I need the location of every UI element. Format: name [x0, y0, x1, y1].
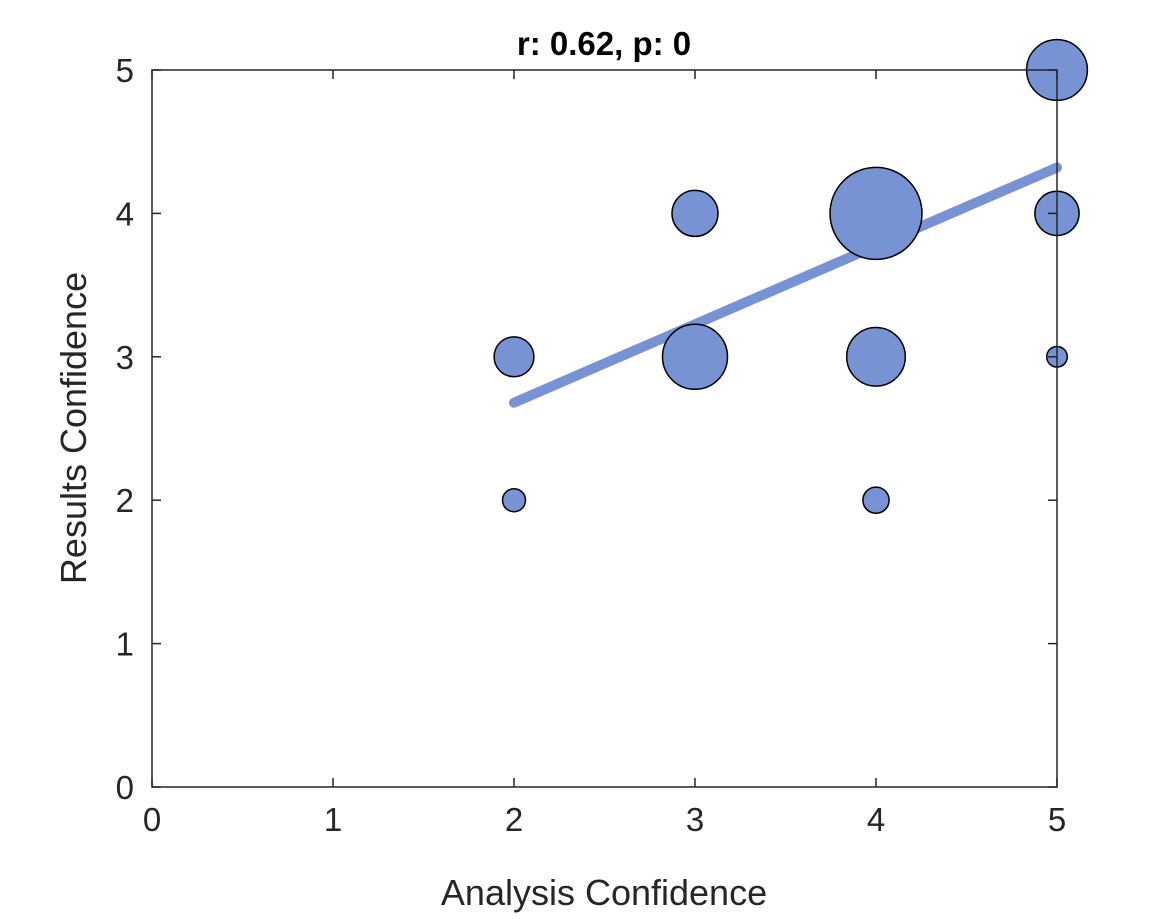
x-tick-label: 2: [505, 801, 523, 838]
y-tick-label: 0: [116, 769, 134, 806]
data-point: [501, 487, 527, 513]
fit-line: [509, 162, 1062, 408]
chart-title: r: 0.62, p: 0: [517, 25, 691, 62]
data-point: [671, 189, 719, 238]
y-tick-label: 4: [116, 195, 134, 232]
data-point: [829, 166, 923, 261]
data-point: [661, 323, 729, 391]
y-tick-label: 2: [116, 482, 134, 519]
y-tick-label: 3: [116, 339, 134, 376]
x-tick-label: 1: [324, 801, 342, 838]
plot-area: [152, 70, 1057, 787]
y-axis-label: Results Confidence: [53, 272, 94, 584]
x-tick-label: 4: [867, 801, 885, 838]
x-tick-label: 0: [143, 801, 161, 838]
data-point: [493, 336, 535, 378]
data-point: [845, 326, 907, 387]
data-point: [862, 486, 890, 515]
y-tick-label: 1: [116, 626, 134, 663]
y-tick-label: 5: [116, 52, 134, 89]
axes-box: [151, 69, 1058, 788]
x-axis-label: Analysis Confidence: [441, 872, 767, 913]
x-tick-label: 3: [686, 801, 704, 838]
x-tick-label: 5: [1048, 801, 1066, 838]
